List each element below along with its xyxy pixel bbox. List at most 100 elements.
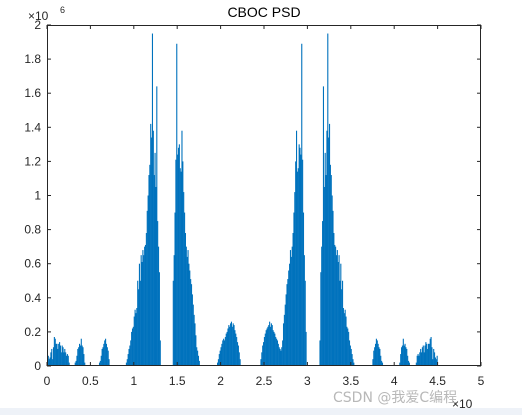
psd-bar bbox=[288, 270, 290, 366]
psd-bar bbox=[378, 347, 380, 366]
psd-bar bbox=[66, 354, 68, 366]
psd-bar bbox=[402, 338, 404, 366]
psd-bar bbox=[155, 186, 157, 366]
plot-area bbox=[47, 25, 481, 366]
psd-bar bbox=[285, 294, 287, 366]
psd-bar bbox=[154, 152, 156, 366]
x-tick-label: 2.5 bbox=[256, 374, 273, 388]
psd-bar bbox=[142, 250, 144, 366]
psd-bar bbox=[177, 147, 180, 366]
psd-bar bbox=[432, 359, 434, 366]
psd-bar bbox=[276, 338, 278, 366]
psd-bar bbox=[190, 284, 193, 366]
psd-bar bbox=[350, 348, 352, 366]
psd-bar bbox=[233, 325, 235, 366]
psd-bar bbox=[182, 161, 184, 366]
x-tick-label: 1.5 bbox=[169, 374, 186, 388]
psd-bar bbox=[76, 355, 78, 366]
psd-bar bbox=[230, 321, 232, 366]
psd-bar bbox=[192, 304, 194, 366]
psd-bar bbox=[268, 325, 270, 366]
psd-bar bbox=[263, 337, 265, 366]
psd-bar bbox=[335, 246, 337, 366]
psd-bar bbox=[152, 130, 154, 366]
psd-bar bbox=[302, 212, 305, 366]
psd-bar bbox=[342, 280, 344, 366]
psd-bar bbox=[299, 147, 301, 366]
psd-bar bbox=[225, 333, 227, 366]
psd-bar bbox=[79, 345, 81, 366]
psd-bar bbox=[264, 333, 266, 366]
psd-bar bbox=[106, 347, 108, 366]
psd-bar bbox=[407, 360, 410, 366]
psd-bar bbox=[144, 246, 146, 366]
psd-bar bbox=[303, 255, 305, 366]
psd-bar bbox=[434, 352, 436, 366]
psd-bar bbox=[151, 137, 153, 366]
psd-bar bbox=[239, 359, 241, 366]
psd-bar bbox=[224, 337, 226, 366]
psd-bar bbox=[79, 343, 81, 366]
psd-bar bbox=[272, 330, 274, 366]
psd-bar bbox=[178, 144, 180, 366]
psd-bar bbox=[179, 168, 181, 366]
psd-bar bbox=[401, 345, 403, 366]
x-tick-label: 4 bbox=[391, 374, 398, 388]
psd-bar bbox=[296, 130, 298, 366]
psd-bar bbox=[348, 331, 350, 366]
psd-bar bbox=[340, 263, 342, 366]
psd-bar bbox=[149, 164, 151, 366]
psd-bar bbox=[127, 354, 129, 366]
psd-bar bbox=[236, 337, 238, 366]
ticks-group: 0 0.5 1 1.5 2 2.5 3 3.5 4 4.5 5 0 0.2 0.4 0.6 0.8 1 1.2 1.… bbox=[24, 18, 484, 388]
psd-bar bbox=[230, 323, 232, 366]
psd-bar bbox=[320, 272, 322, 366]
psd-bar bbox=[82, 347, 84, 366]
psd-bar bbox=[229, 326, 231, 366]
watermark-text: CSDN @我爱C编程 bbox=[333, 390, 458, 406]
psd-bar bbox=[159, 340, 161, 366]
psd-bar bbox=[329, 164, 331, 366]
y-tick-label: 0.4 bbox=[24, 291, 41, 305]
psd-bar bbox=[429, 338, 431, 366]
psd-bar bbox=[269, 321, 271, 366]
psd-bar bbox=[298, 144, 300, 366]
psd-bar bbox=[131, 331, 133, 366]
x-tick-label: 0 bbox=[44, 374, 51, 388]
psd-bar bbox=[305, 331, 307, 366]
psd-bar bbox=[337, 261, 339, 366]
psd-bar bbox=[291, 246, 293, 366]
psd-bar bbox=[349, 345, 351, 366]
psd-bar bbox=[51, 348, 53, 366]
psd-bar bbox=[157, 246, 160, 366]
psd-bar bbox=[232, 323, 234, 366]
psd-bar bbox=[186, 256, 188, 366]
psd-bar bbox=[294, 192, 296, 366]
psd-bar bbox=[237, 345, 239, 366]
psd-bar bbox=[105, 343, 108, 366]
y-exponent-power: 6 bbox=[60, 5, 65, 15]
psd-bar bbox=[102, 347, 104, 366]
psd-bar bbox=[143, 255, 145, 366]
y-tick-label: 0.2 bbox=[24, 325, 41, 339]
x-tick-label: 0.5 bbox=[82, 374, 99, 388]
psd-bar bbox=[174, 212, 176, 366]
psd-bar bbox=[381, 362, 384, 366]
psd-bar bbox=[153, 175, 155, 366]
psd-bar bbox=[221, 343, 223, 366]
x-tick-label: 2 bbox=[217, 374, 224, 388]
psd-bar bbox=[399, 362, 401, 366]
psd-bar bbox=[100, 355, 102, 366]
psd-bar bbox=[141, 261, 143, 366]
psd-bar bbox=[374, 347, 376, 366]
psd-bar bbox=[428, 343, 430, 366]
psd-bar bbox=[133, 316, 135, 366]
psd-bar bbox=[148, 175, 150, 366]
psd-bar bbox=[98, 362, 101, 366]
psd-bar bbox=[293, 212, 295, 366]
psd-bar bbox=[406, 348, 408, 366]
psd-bar bbox=[270, 323, 272, 366]
psd-bar bbox=[77, 348, 79, 366]
